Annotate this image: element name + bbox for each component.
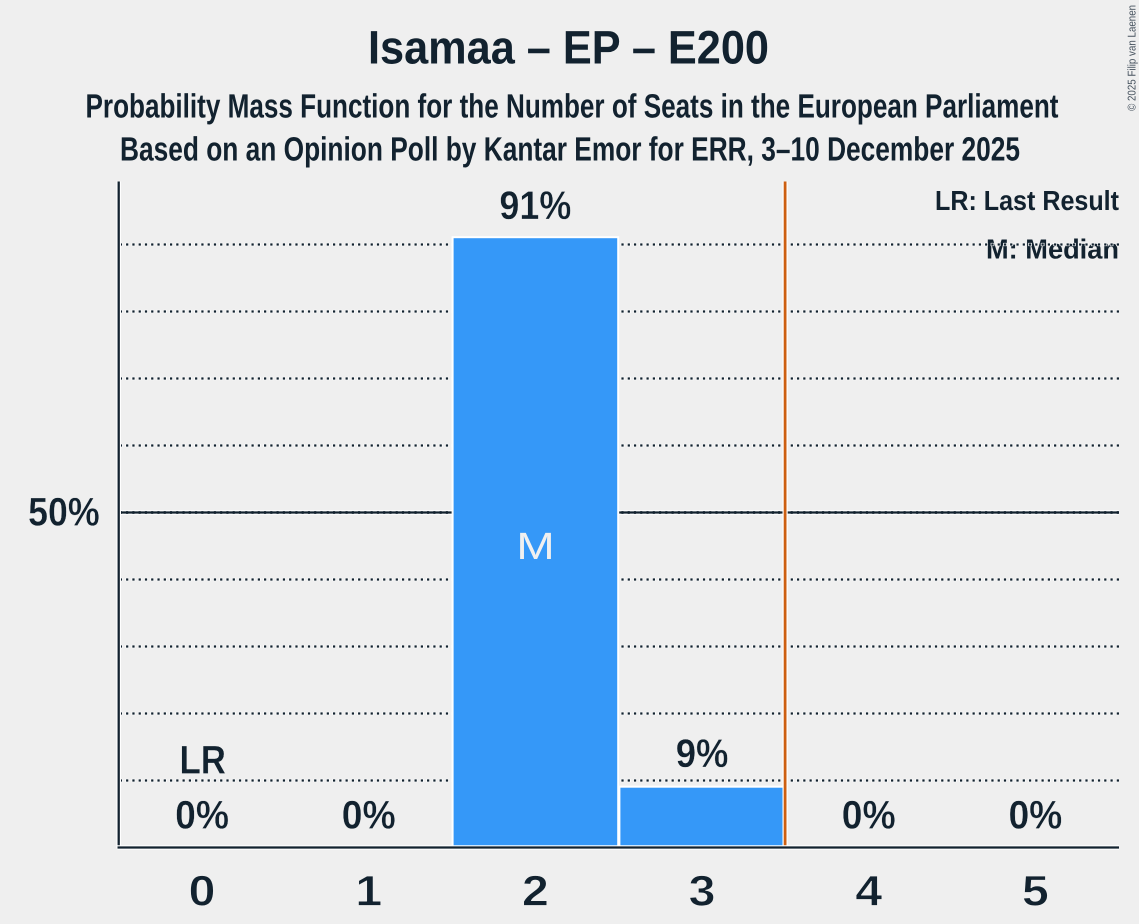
svg-text:LR: Last Result: LR: Last Result <box>935 185 1119 216</box>
svg-text:0: 0 <box>189 868 216 916</box>
svg-text:M: M <box>516 526 554 568</box>
svg-text:© 2025 Filip van Laenen: © 2025 Filip van Laenen <box>1127 5 1139 111</box>
svg-text:2: 2 <box>522 868 549 916</box>
svg-text:M: Median: M: Median <box>986 234 1119 265</box>
svg-text:3: 3 <box>689 868 716 916</box>
svg-text:50%: 50% <box>28 490 100 534</box>
svg-text:0%: 0% <box>175 793 229 837</box>
svg-text:9%: 9% <box>676 732 729 776</box>
svg-text:91%: 91% <box>499 184 571 228</box>
svg-text:0%: 0% <box>842 793 896 837</box>
svg-text:Based on an Opinion Poll by Ka: Based on an Opinion Poll by Kantar Emor … <box>120 132 1020 169</box>
svg-text:Isamaa – EP – E200: Isamaa – EP – E200 <box>368 21 769 74</box>
svg-text:0%: 0% <box>342 793 396 837</box>
svg-text:1: 1 <box>355 868 382 916</box>
svg-text:LR: LR <box>180 738 227 782</box>
svg-text:0%: 0% <box>1008 793 1062 837</box>
svg-text:Probability Mass Function for: Probability Mass Function for the Number… <box>86 89 1059 126</box>
svg-text:4: 4 <box>855 868 882 916</box>
svg-text:5: 5 <box>1022 868 1049 916</box>
